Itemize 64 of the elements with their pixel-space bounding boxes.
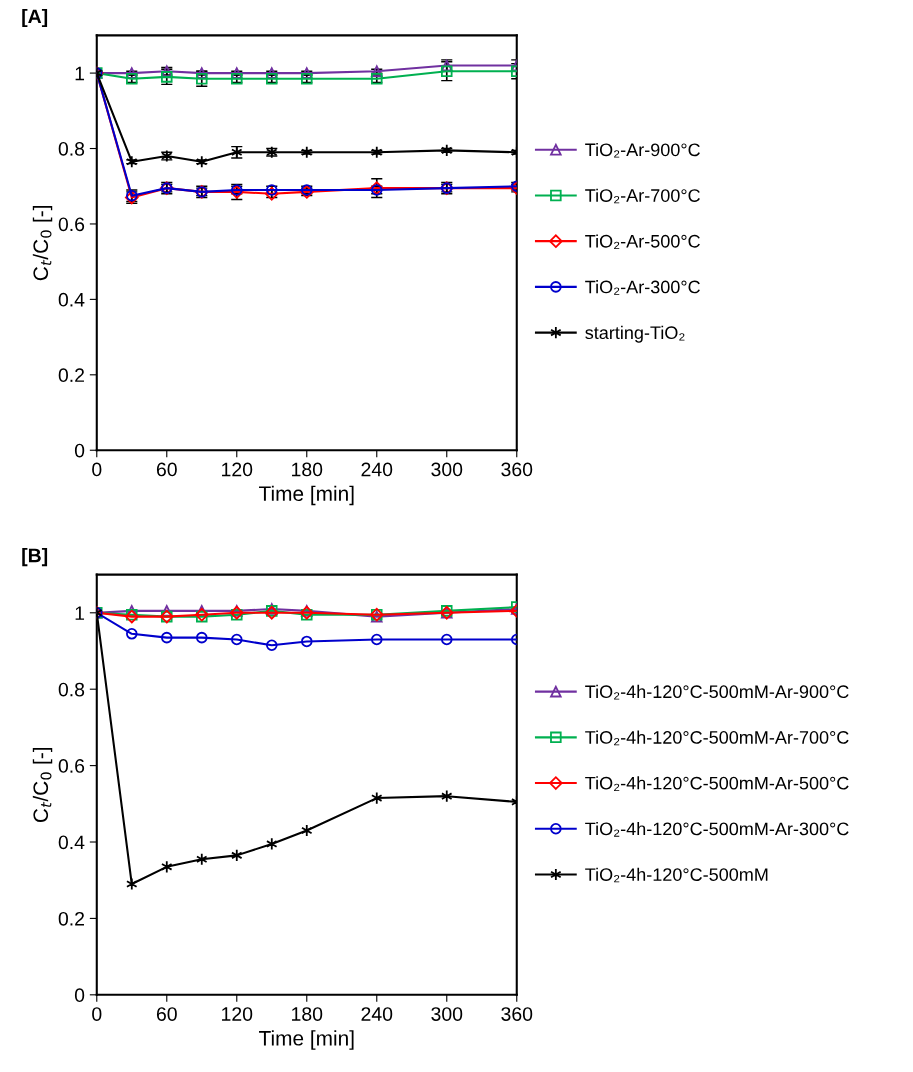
x-tick-label: 300 [431, 1007, 463, 1021]
x-tick-label: 360 [501, 1007, 533, 1021]
chart-title: [B] [22, 548, 48, 567]
legend-label: starting-TiO₂ [585, 325, 685, 343]
point [301, 824, 313, 838]
point [196, 631, 208, 644]
y-tick-label: 0.8 [58, 141, 85, 156]
x-tick-label: 180 [292, 1007, 323, 1021]
legend-label: TiO₂-Ar-900°C [585, 142, 700, 158]
point [231, 848, 243, 862]
y-tick-label: 0.6 [58, 217, 85, 232]
y-tick-label: 0.6 [58, 759, 85, 773]
y-tick-label: 1 [75, 66, 85, 81]
legend-label: TiO₂-4h-120°C-500mM-Ar-500°C [585, 776, 849, 791]
point [126, 155, 138, 169]
point [301, 145, 313, 159]
y-axis-title: C$_{t}$/C$_{0}$ [-] [32, 206, 53, 281]
point [441, 789, 453, 803]
y-tick-label: 0.2 [58, 911, 84, 926]
y-axis-title: C$_{t}$/C$_{0}$ [-] [32, 747, 53, 823]
point [161, 860, 173, 874]
legend-label: TiO₂-4h-120°C-500mM-Ar-300°C [585, 822, 849, 837]
y-tick-label: 0.2 [58, 368, 84, 383]
legend-label: TiO₂-4h-120°C-500mM-Ar-700°C [585, 730, 849, 746]
x-tick-label: 0 [92, 1007, 102, 1021]
x-tick-label: 120 [222, 462, 253, 477]
y-tick-label: 0.4 [58, 835, 85, 850]
x-axis-title: Time [min] [259, 485, 354, 506]
point [370, 633, 383, 646]
point [301, 635, 313, 648]
x-tick-label: 60 [156, 1007, 177, 1021]
y-tick-label: 0 [74, 443, 85, 458]
point [126, 628, 138, 640]
point [266, 639, 278, 652]
x-axis-title: Time [min] [259, 1030, 354, 1050]
point [266, 837, 278, 851]
y-tick-label: 1 [75, 606, 85, 620]
x-tick-label: 60 [156, 462, 177, 477]
point [440, 65, 453, 77]
point [126, 877, 138, 891]
x-tick-label: 300 [431, 462, 463, 477]
y-tick-label: 0.4 [58, 292, 85, 307]
point [440, 633, 453, 646]
legend-label: TiO₂-4h-120°C-500mM-Ar-900°C [585, 684, 849, 700]
point [196, 155, 208, 169]
x-tick-label: 180 [292, 462, 323, 477]
point [371, 145, 383, 159]
legend-label: TiO₂-4h-120°C-500mM [585, 867, 768, 883]
point [371, 791, 383, 805]
legend-label: TiO₂-Ar-300°C [585, 280, 700, 295]
point [196, 852, 208, 866]
point [231, 633, 243, 646]
x-tick-label: 120 [222, 1007, 253, 1021]
legend-label: TiO₂-Ar-500°C [585, 234, 700, 250]
point [441, 143, 453, 157]
x-tick-label: 240 [361, 1007, 393, 1021]
x-tick-label: 240 [361, 462, 393, 477]
legend-label: TiO₂-Ar-700°C [585, 188, 700, 204]
x-tick-label: 360 [501, 462, 533, 477]
x-tick-label: 0 [92, 462, 102, 477]
chart-title: [A] [22, 8, 48, 28]
point [161, 631, 173, 644]
y-tick-label: 0.8 [58, 682, 85, 697]
y-tick-label: 0 [74, 988, 85, 1003]
